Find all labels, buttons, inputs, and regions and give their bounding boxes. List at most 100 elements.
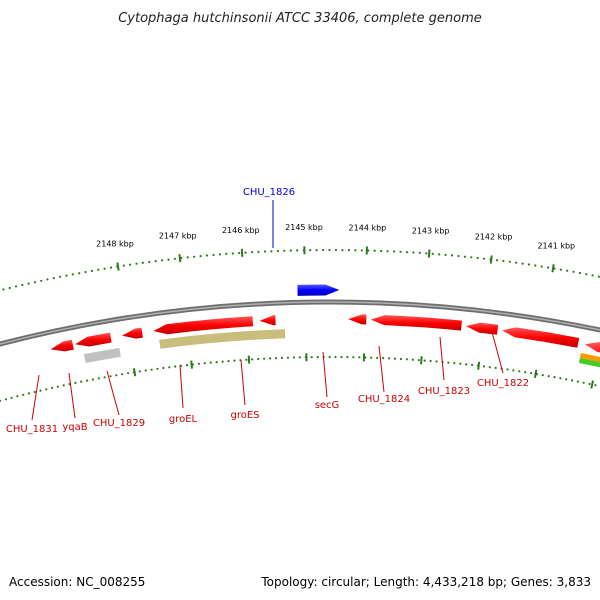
scale-dot [447,361,450,364]
gene-arrow-reverse [121,327,143,339]
scale-dot [78,272,81,275]
scale-dot [21,283,24,287]
scale-dot [494,366,497,369]
gene-arrow-reverse [348,314,367,325]
scale-dot [540,265,543,268]
scale-dot [559,268,562,271]
scale-tick-major [477,361,481,370]
scale-dot [382,357,385,360]
scale-dot [97,268,100,271]
blast-band [266,329,286,339]
scale-tick-major [427,249,431,258]
scale-dot [358,356,361,359]
scale-dot [144,369,147,372]
scale-dot [495,259,499,262]
scale-dot [471,363,474,367]
scale-dot [251,358,254,361]
scale-dot [257,250,260,253]
scale-dot [399,357,402,361]
scale-dot [585,273,588,276]
gene-label-reverse: CHU_1831 [6,424,58,435]
scale-dot [597,275,600,278]
scale-dot [231,252,234,255]
scale-dot [10,396,13,399]
scale-dot [423,359,426,362]
scale-tick-major [420,356,423,365]
scale-dot [227,360,230,363]
scale-dot [86,379,89,382]
scale-dot [506,368,509,371]
scale-dot [393,357,397,360]
scale-dot [547,266,550,269]
gene-label-reverse-leader [378,345,385,393]
map-title: Cytophaga hutchinsonii ATCC 33406, compl… [118,11,482,26]
scale-dot [129,263,132,266]
scale-label: 2148 kbp [96,240,134,249]
scale-dot [354,249,357,252]
scale-dot [515,261,518,264]
scale-dot [138,370,141,373]
scale-dot [286,356,289,359]
scale-dot [74,381,77,384]
gene-label-reverse-leader [106,370,120,416]
scale-dot [399,250,402,253]
scale-dot [161,259,164,262]
scale-dot [502,259,505,263]
scale-dot [27,392,30,395]
label-layer: CHU_1826 CHU_1831 yqaB CHU_1829 groEL groES se… [6,187,529,435]
scale-dot [233,359,236,362]
scale-dot [450,254,454,257]
scale-dot [135,262,138,265]
gene-label-reverse: CHU_1824 [358,394,410,405]
scale-dot [162,366,165,370]
scale-dot [470,256,473,259]
scale-dot [90,269,93,272]
gene-label-reverse-leader [68,372,76,419]
scale-dot [22,393,25,396]
gene-label-reverse: CHU_1822 [477,378,529,389]
scale-dot [263,250,267,253]
accession-text: Accession: NC_008255 [9,575,146,589]
scale-dot [173,257,176,260]
scale-dot [334,248,338,252]
scale-dot [199,255,202,258]
scale-dot [127,372,130,375]
scale-dot [572,270,575,273]
scale-label: 2145 kbp [285,223,323,232]
scale-dot [121,373,124,376]
gene-label-reverse-leader [439,336,445,381]
scale-dot [156,367,159,370]
gene-label-reverse-leader [240,359,246,406]
scale-dot [463,255,466,258]
scale-dot [193,255,196,258]
blast-band [578,358,600,368]
scale-dot [205,254,209,257]
gene-label-reverse: CHU_1829 [93,418,145,429]
scale-dot [218,253,221,256]
scale-dot [174,365,177,368]
scale-dot [109,266,113,269]
scale-dot [212,253,215,257]
scale-dot [508,260,511,263]
ring-layer: 2148 kbp 2147 kbp 2146 kbp 2145 kbp 2144 kbp… [0,223,600,402]
scale-tick-major [590,380,594,389]
scale-label: 2147 kbp [159,231,197,240]
scale-dot [524,371,527,374]
scale-dot [209,361,212,364]
gene-label-reverse-leader [491,331,504,374]
scale-dot [541,374,544,377]
scale-dot [405,358,408,361]
scale-dot [269,357,272,360]
scale-dot [115,374,118,377]
scale-dot [360,249,363,252]
gene-arrow-reverse [50,339,74,352]
scale-dot [56,385,60,388]
scale-dot [482,365,485,368]
scale-dot [225,252,228,255]
gene-label-reverse-leader [179,364,184,409]
scale-dot [148,260,151,264]
backbone-highlight [0,301,600,345]
scale-dot [16,395,19,398]
scale-dot [62,384,65,387]
scale-dot [154,260,157,263]
